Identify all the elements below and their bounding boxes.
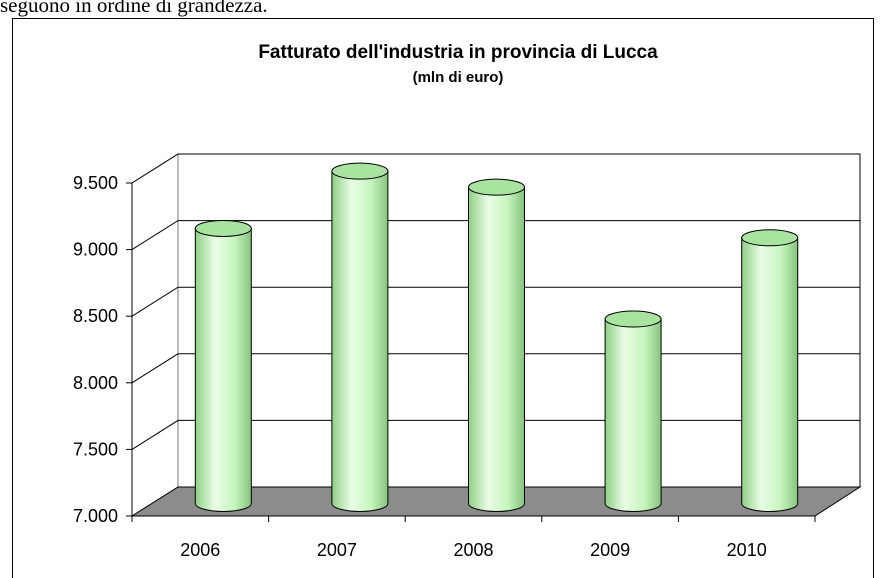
bar-top [604, 310, 662, 328]
bar [741, 237, 799, 512]
bar-top [194, 219, 252, 237]
bar-top [331, 162, 389, 180]
bar-top [741, 229, 799, 247]
body-text: seguono in ordine di grandezza. [0, 0, 268, 17]
x-tick-label: 2010 [727, 540, 767, 560]
grid-line [131, 220, 860, 251]
x-tick-label: 2007 [317, 540, 357, 560]
y-tick-label: 8.000 [73, 373, 118, 393]
y-tick-label: 9.500 [73, 173, 118, 193]
y-tick-label: 8.500 [73, 306, 118, 326]
grid-line [131, 286, 860, 317]
bar-top [468, 178, 525, 196]
bar [331, 170, 389, 512]
bar [194, 227, 252, 512]
bar [468, 186, 525, 512]
y-tick-label: 7.500 [73, 439, 118, 459]
side-wall [131, 153, 179, 517]
chart-subtitle: (mln di euro) [413, 69, 504, 86]
y-tick-label: 7.000 [73, 506, 118, 526]
x-tick-label: 2008 [453, 540, 493, 560]
grid-line [131, 153, 860, 184]
bar [604, 318, 662, 512]
chart-title: Fatturato dell'industria in provincia di… [258, 42, 658, 63]
y-tick-label: 9.000 [73, 240, 118, 260]
x-tick-label: 2006 [180, 540, 220, 560]
x-tick-label: 2009 [590, 540, 630, 560]
